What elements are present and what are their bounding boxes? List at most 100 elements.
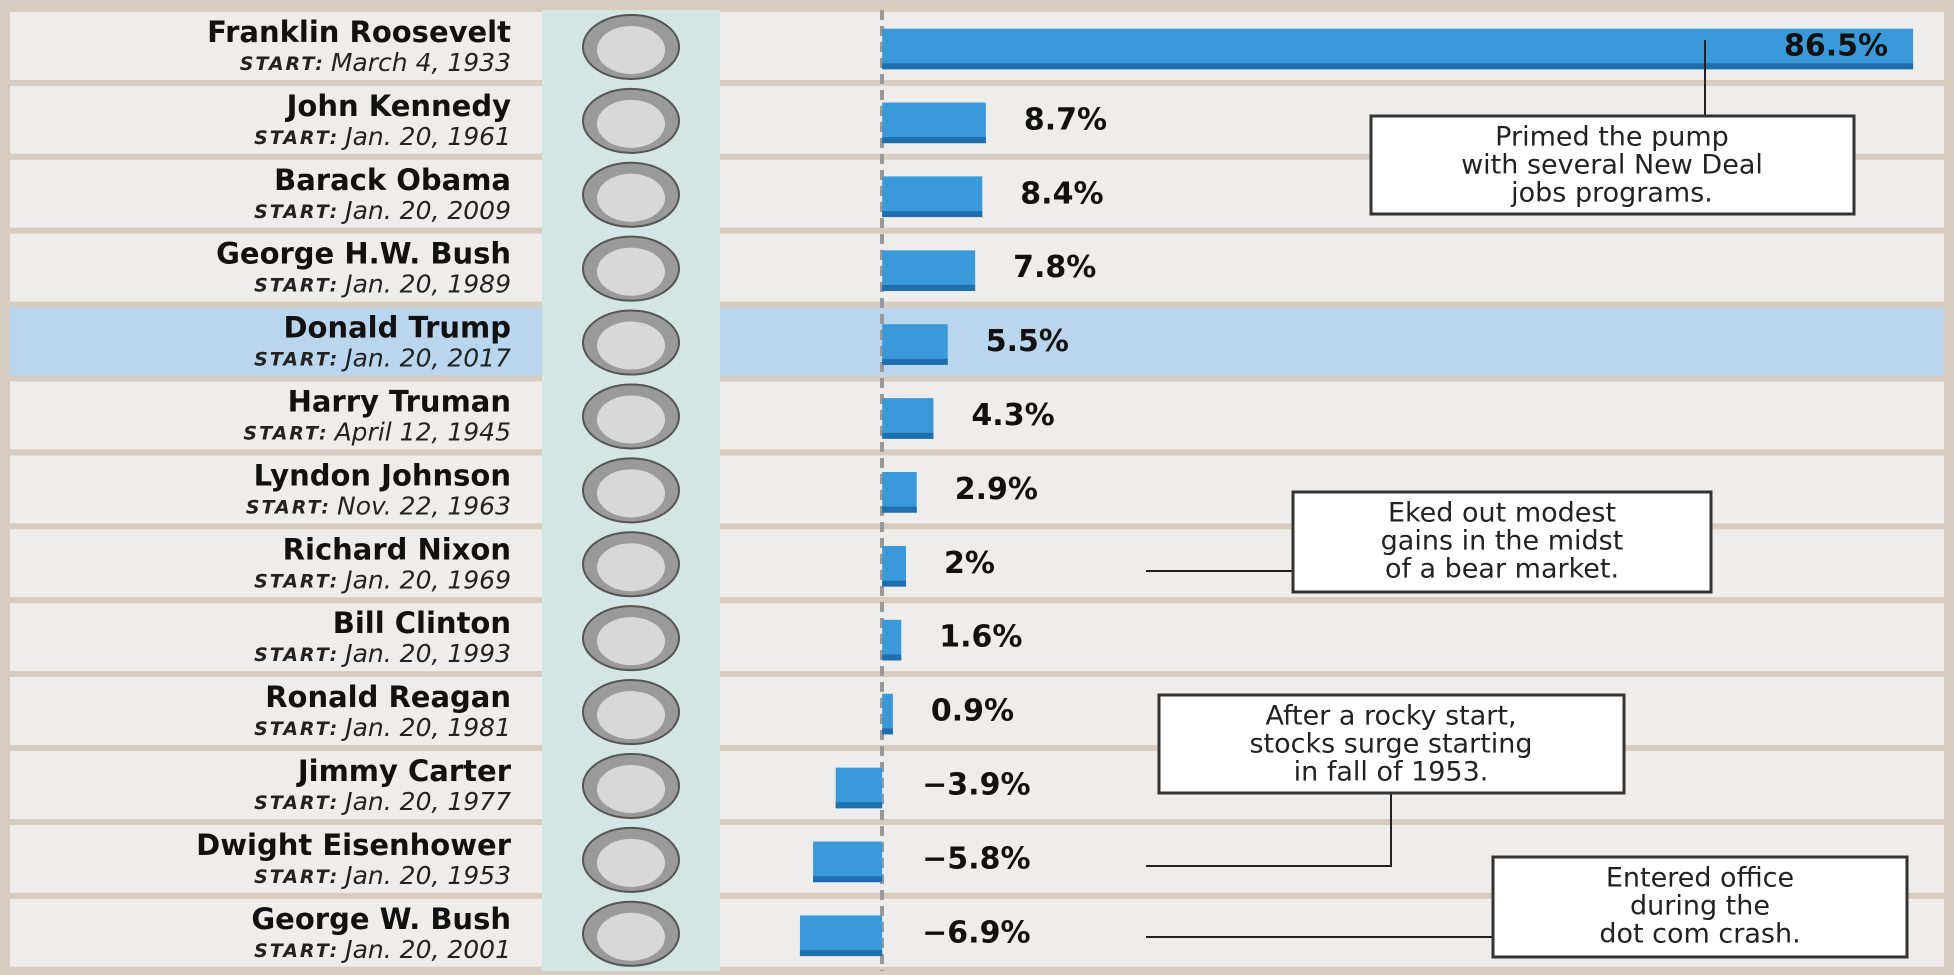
portrait-face <box>597 248 665 296</box>
value-label: 86.5% <box>1784 28 1888 63</box>
president-name: George W. Bush <box>251 902 511 936</box>
start-date: START:Jan. 20, 1989 <box>254 270 511 299</box>
start-prefix: START: <box>243 422 328 444</box>
start-date: START:Jan. 20, 2009 <box>254 196 511 225</box>
president-name: Donald Trump <box>283 311 511 345</box>
value-label: 2.9% <box>955 472 1038 507</box>
bar <box>836 768 882 809</box>
president-name: Franklin Roosevelt <box>207 15 511 49</box>
value-label: 8.4% <box>1020 176 1103 211</box>
chart: Franklin RooseveltSTART:March 4, 1933Joh… <box>0 0 1954 975</box>
start-value: Jan. 20, 1981 <box>340 713 511 742</box>
bar <box>882 29 1913 70</box>
start-date: START:Jan. 20, 1961 <box>254 122 511 151</box>
bar <box>882 250 975 291</box>
bar-shade <box>882 433 933 439</box>
annotation-line: in fall of 1953. <box>1294 757 1489 788</box>
start-prefix: START: <box>254 865 339 887</box>
start-prefix: START: <box>254 644 339 666</box>
bar-shade <box>882 137 986 143</box>
bar-shade <box>882 63 1913 69</box>
bar-shade <box>836 802 882 808</box>
annotation-line: gains in the midst <box>1381 526 1624 557</box>
value-label: −5.8% <box>922 841 1030 876</box>
bar <box>882 103 986 144</box>
value-label: 0.9% <box>931 694 1014 729</box>
bar-shade <box>813 876 882 882</box>
start-prefix: START: <box>254 939 339 961</box>
bar-shade <box>882 285 975 291</box>
start-value: Jan. 20, 1977 <box>340 787 511 816</box>
annotation-line: After a rocky start, <box>1265 701 1516 732</box>
bar <box>882 324 948 365</box>
portrait-face <box>597 617 665 665</box>
president-name: Barack Obama <box>274 163 511 197</box>
bar-shade <box>800 950 882 956</box>
bar <box>882 398 933 439</box>
start-value: Jan. 20, 1961 <box>340 122 511 151</box>
annotation-line: jobs programs. <box>1510 178 1713 209</box>
president-name: George H.W. Bush <box>216 237 511 271</box>
portrait-face <box>597 543 665 591</box>
bar <box>882 620 901 661</box>
bar-shade <box>882 581 906 587</box>
value-label: 2% <box>944 546 995 581</box>
portrait-face <box>597 174 665 222</box>
start-date: START:Jan. 20, 1977 <box>254 787 511 816</box>
annotation-line: of a bear market. <box>1385 554 1619 585</box>
start-date: START:Jan. 20, 1969 <box>254 565 511 594</box>
start-value: Jan. 20, 2009 <box>340 196 511 225</box>
bar <box>882 176 982 217</box>
president-name: Richard Nixon <box>283 532 511 566</box>
start-prefix: START: <box>254 570 339 592</box>
value-label: 8.7% <box>1024 102 1107 137</box>
value-label: −6.9% <box>922 915 1030 950</box>
president-name: Harry Truman <box>288 384 511 418</box>
portrait-face <box>597 469 665 517</box>
bar <box>800 915 882 956</box>
start-value: Jan. 20, 1989 <box>340 270 511 299</box>
annotation-line: during the <box>1630 891 1770 922</box>
start-date: START:Jan. 20, 1953 <box>254 861 511 890</box>
start-date: START:March 4, 1933 <box>240 48 511 77</box>
annotation-line: dot com crash. <box>1599 919 1800 950</box>
president-name: Dwight Eisenhower <box>196 828 512 862</box>
annotation-line: Eked out modest <box>1388 498 1616 529</box>
bar-shade <box>882 728 893 734</box>
start-prefix: START: <box>254 274 339 296</box>
portrait-face <box>597 100 665 148</box>
portrait-face <box>597 322 665 370</box>
portrait-face <box>597 395 665 443</box>
start-date: START:April 12, 1945 <box>243 417 511 446</box>
start-value: March 4, 1933 <box>331 48 511 77</box>
bar-shade <box>882 654 901 660</box>
value-label: −3.9% <box>922 767 1030 802</box>
start-prefix: START: <box>254 200 339 222</box>
start-value: Jan. 20, 1969 <box>340 565 511 594</box>
start-date: START:Nov. 22, 1963 <box>246 491 511 520</box>
start-prefix: START: <box>254 348 339 370</box>
start-value: April 12, 1945 <box>333 417 511 446</box>
start-prefix: START: <box>254 718 339 740</box>
bar <box>882 472 917 513</box>
bar <box>813 842 882 883</box>
president-name: Bill Clinton <box>333 606 511 640</box>
start-date: START:Jan. 20, 1993 <box>254 639 511 668</box>
portrait-face <box>597 765 665 813</box>
bar <box>882 546 906 587</box>
portrait-face <box>597 839 665 887</box>
president-name: Jimmy Carter <box>296 754 512 788</box>
start-prefix: START: <box>246 496 331 518</box>
annotation-line: stocks surge starting <box>1249 729 1532 760</box>
start-prefix: START: <box>254 791 339 813</box>
start-date: START:Jan. 20, 2001 <box>254 935 511 964</box>
bar-shade <box>882 211 982 217</box>
start-date: START:Jan. 20, 1981 <box>254 713 511 742</box>
president-name: Lyndon Johnson <box>254 458 511 492</box>
start-value: Jan. 20, 1993 <box>340 639 511 668</box>
president-name: John Kennedy <box>285 89 511 123</box>
portrait-face <box>597 26 665 74</box>
bar-shade <box>882 359 948 365</box>
annotation-line: with several New Deal <box>1461 150 1763 181</box>
portrait-face <box>597 913 665 961</box>
